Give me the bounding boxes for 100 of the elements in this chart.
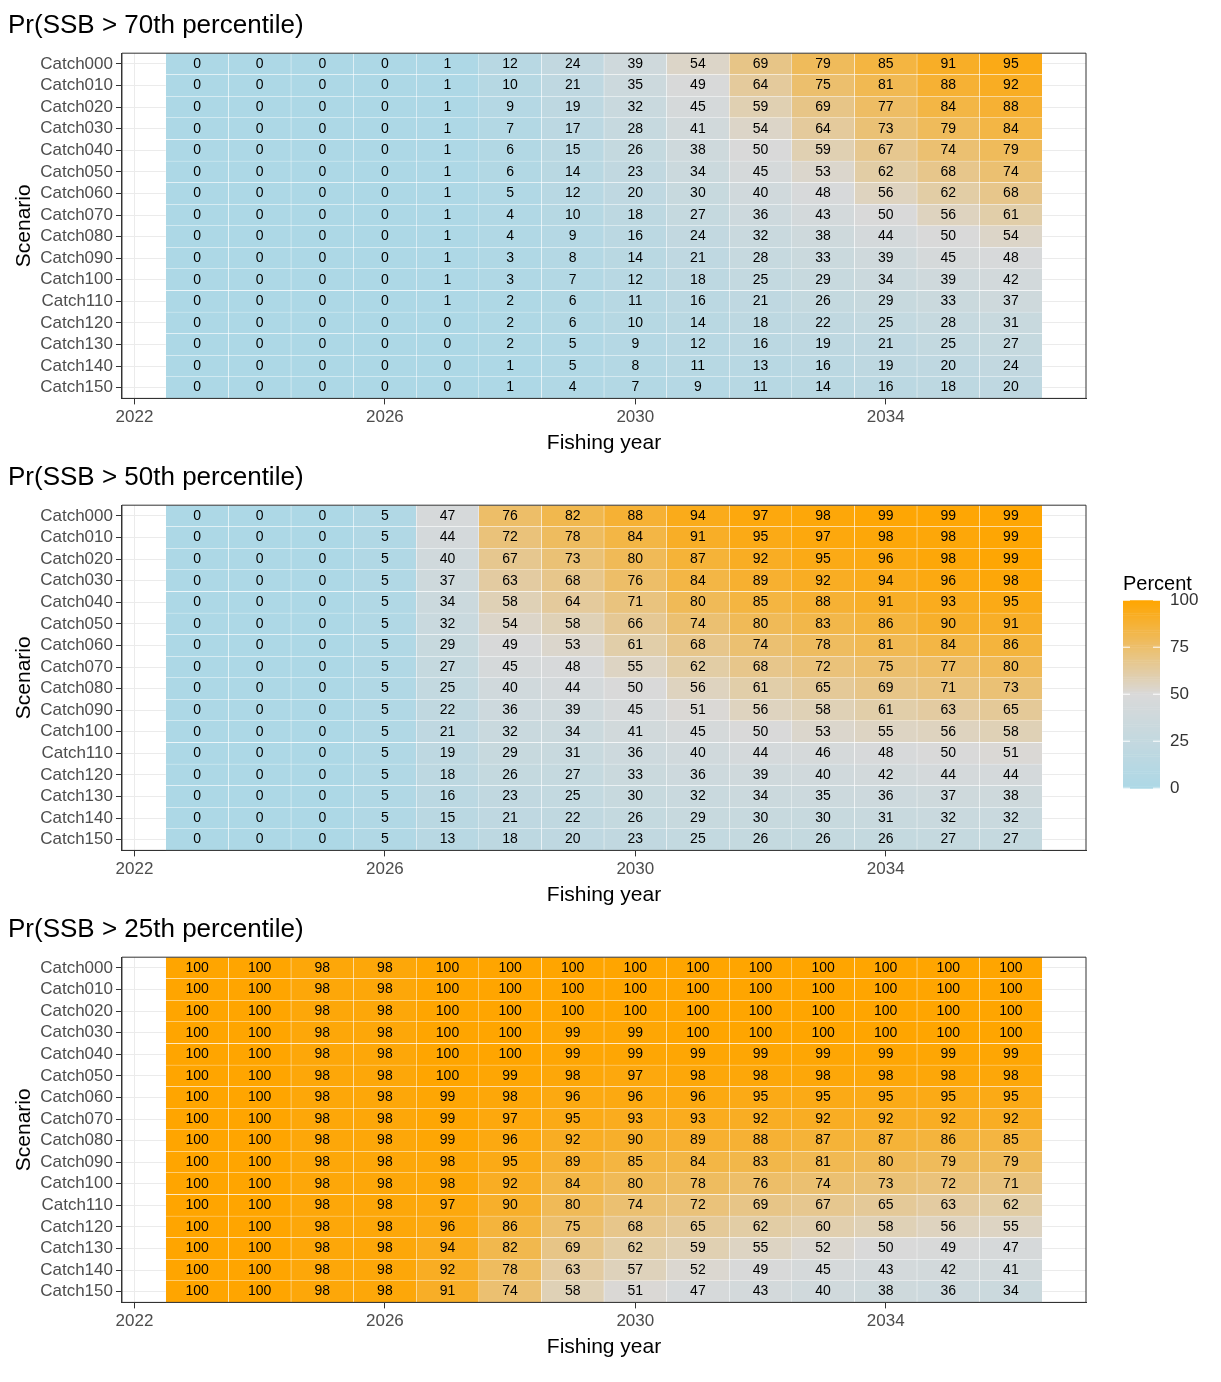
- data-label: 5: [380, 679, 389, 696]
- data-label: 89: [564, 1153, 581, 1170]
- data-label: 18: [627, 205, 644, 222]
- data-label: 4: [506, 205, 515, 222]
- data-label: 12: [627, 270, 644, 287]
- data-label: 100: [248, 1066, 272, 1083]
- y-tick-label: Catch120: [40, 1216, 113, 1236]
- data-label: 80: [690, 593, 706, 610]
- data-label: 14: [627, 249, 644, 266]
- data-label: 0: [318, 679, 327, 696]
- data-label: 71: [940, 679, 957, 696]
- x-tick-label: 2022: [115, 1311, 154, 1331]
- data-label: 92: [815, 1109, 832, 1126]
- data-label: 99: [439, 1109, 456, 1126]
- data-label: 94: [877, 571, 894, 588]
- y-tick-label: Catch100: [40, 1173, 113, 1193]
- data-label: 100: [936, 980, 961, 997]
- data-label: 21: [564, 76, 581, 93]
- data-label: 100: [185, 1153, 209, 1170]
- data-label: 6: [506, 141, 515, 158]
- data-label: 92: [502, 1174, 519, 1191]
- data-label: 0: [193, 506, 202, 523]
- data-label: 29: [815, 270, 832, 287]
- x-axis-title: Fishing year: [546, 430, 662, 454]
- data-label: 20: [1003, 378, 1019, 395]
- data-label: 0: [193, 808, 202, 825]
- data-label: 48: [564, 657, 581, 674]
- data-label: 1: [506, 378, 515, 395]
- data-label: 42: [940, 1260, 957, 1277]
- data-label: 98: [877, 528, 894, 545]
- data-label: 1: [443, 54, 452, 71]
- data-label: 5: [380, 787, 389, 804]
- data-label: 96: [439, 1217, 456, 1234]
- data-label: 99: [439, 1131, 456, 1148]
- data-label: 5: [568, 356, 577, 373]
- data-label: 45: [690, 98, 706, 114]
- data-label: 69: [815, 98, 832, 114]
- data-label: 100: [248, 1282, 272, 1299]
- data-label: 13: [439, 830, 456, 847]
- data-label: 100: [498, 1045, 522, 1062]
- data-label: 50: [940, 744, 957, 761]
- data-label: 100: [248, 1239, 272, 1256]
- data-label: 0: [255, 506, 264, 523]
- data-label: 16: [752, 335, 769, 352]
- data-label: 24: [690, 227, 706, 244]
- y-tick-label: Catch060: [40, 1087, 113, 1107]
- data-label: 76: [752, 1174, 769, 1191]
- y-tick-label: Catch050: [40, 161, 113, 181]
- data-label: 33: [815, 249, 832, 266]
- data-label: 60: [815, 1217, 832, 1234]
- data-label: 49: [940, 1239, 957, 1256]
- data-label: 59: [752, 98, 769, 114]
- data-label: 0: [318, 76, 327, 93]
- y-tick-label: Catch040: [40, 1043, 113, 1063]
- data-label: 38: [690, 141, 706, 158]
- data-label: 0: [380, 227, 389, 244]
- data-label: 23: [627, 162, 644, 179]
- data-label: 100: [874, 980, 898, 997]
- data-label: 84: [690, 1153, 706, 1170]
- data-label: 80: [877, 1153, 894, 1170]
- data-label: 21: [439, 722, 456, 739]
- data-label: 46: [815, 744, 832, 761]
- data-label: 0: [193, 76, 202, 93]
- x-tick-label: 2022: [115, 859, 154, 879]
- data-label: 100: [936, 1023, 961, 1040]
- x-axis-title: Fishing year: [546, 1334, 662, 1358]
- y-tick-label: Catch000: [40, 957, 113, 977]
- data-label: 75: [877, 657, 894, 674]
- data-label: 97: [627, 1066, 644, 1083]
- data-label: 0: [318, 657, 327, 674]
- y-tick-label: Catch080: [40, 678, 113, 698]
- data-label: 0: [193, 571, 202, 588]
- data-label: 43: [752, 1282, 769, 1299]
- data-label: 63: [502, 571, 519, 588]
- data-label: 0: [255, 722, 264, 739]
- data-label: 98: [314, 1196, 331, 1213]
- y-tick-label: Catch120: [40, 312, 113, 332]
- data-label: 98: [439, 1153, 456, 1170]
- chart-title: Pr(SSB > 50th percentile): [8, 460, 304, 491]
- y-tick-label: Catch030: [40, 118, 113, 138]
- x-tick-label: 2030: [616, 1311, 655, 1331]
- data-label: 74: [815, 1174, 832, 1191]
- data-label: 67: [877, 141, 894, 158]
- data-label: 19: [439, 744, 456, 761]
- data-label: 99: [439, 1088, 456, 1105]
- data-label: 75: [815, 76, 832, 93]
- data-label: 0: [193, 636, 202, 653]
- chart-title: Pr(SSB > 70th percentile): [8, 8, 304, 39]
- data-label: 85: [752, 593, 769, 610]
- data-label: 34: [564, 722, 581, 739]
- data-label: 0: [193, 54, 202, 71]
- data-label: 5: [380, 528, 389, 545]
- data-label: 18: [752, 313, 769, 330]
- data-label: 84: [690, 571, 706, 588]
- data-label: 0: [193, 313, 202, 330]
- data-label: 42: [1003, 270, 1019, 287]
- data-label: 58: [564, 614, 581, 631]
- data-label: 36: [940, 1282, 957, 1299]
- data-label: 7: [506, 119, 515, 136]
- data-label: 99: [752, 1045, 769, 1062]
